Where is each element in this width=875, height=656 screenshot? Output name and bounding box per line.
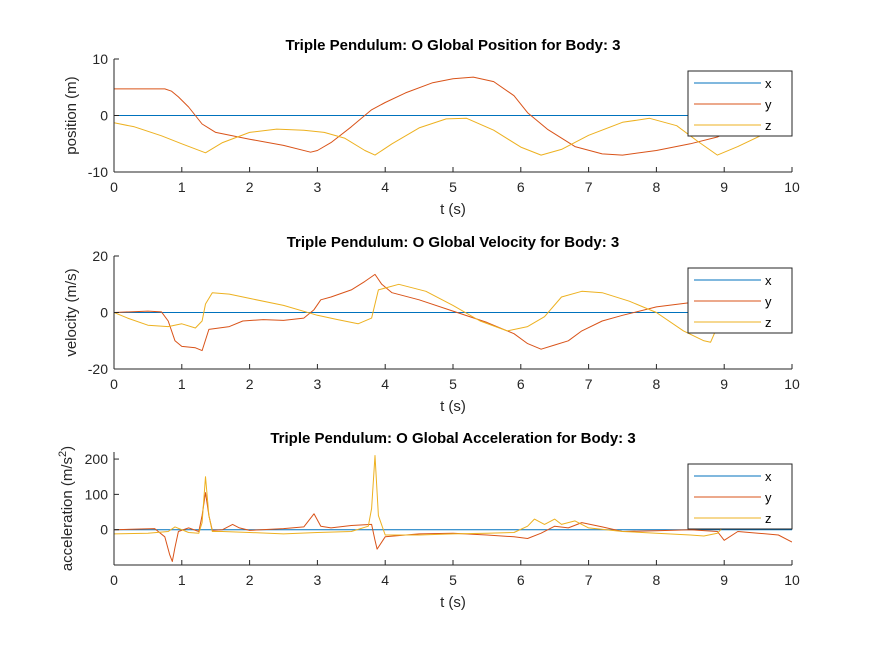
x-tick-label: 5	[449, 572, 457, 588]
legend-label-z: z	[765, 511, 772, 526]
y-axis-label-superscript: 2	[57, 451, 69, 457]
y-tick-label: 0	[100, 522, 108, 538]
x-tick-label: 7	[585, 179, 593, 195]
x-tick-label: 2	[246, 572, 254, 588]
y-tick-label: 10	[92, 51, 108, 67]
x-tick-label: 5	[449, 179, 457, 195]
legend: xyz	[687, 70, 793, 137]
x-axis-label: t (s)	[440, 201, 466, 218]
y-axis-label-text: acceleration (m/s	[59, 457, 76, 571]
x-tick-label: 3	[314, 572, 322, 588]
legend-label-x: x	[765, 76, 772, 91]
x-tick-label: 1	[178, 572, 186, 588]
x-tick-label: 6	[517, 179, 525, 195]
x-tick-label: 9	[720, 376, 728, 392]
y-axis-label: position (m)	[63, 76, 80, 154]
legend-label-x: x	[765, 273, 772, 288]
x-tick-label: 9	[720, 572, 728, 588]
x-tick-label: 8	[653, 179, 661, 195]
series-line-z	[114, 117, 792, 156]
x-tick-label: 9	[720, 179, 728, 195]
series-line-y	[114, 492, 792, 562]
x-tick-label: 4	[381, 572, 389, 588]
x-tick-label: 8	[653, 572, 661, 588]
legend: xyz	[687, 267, 793, 334]
y-tick-label: 0	[100, 305, 108, 321]
x-tick-label: 10	[784, 572, 800, 588]
y-tick-label: 20	[92, 248, 108, 264]
series-group	[114, 273, 792, 352]
y-axis-label: velocity (m/s)	[63, 268, 80, 356]
series-line-z	[114, 283, 792, 343]
x-tick-label: 3	[314, 179, 322, 195]
y-tick-label: 200	[85, 451, 109, 467]
chart-title: Triple Pendulum: O Global Acceleration f…	[270, 430, 635, 447]
legend-label-z: z	[765, 315, 772, 330]
y-axis-label: acceleration (m/s2)	[57, 446, 76, 571]
y-tick-label: -20	[88, 361, 108, 377]
legend-label-y: y	[765, 490, 772, 505]
y-tick-label: -10	[88, 164, 108, 180]
x-tick-label: 4	[381, 376, 389, 392]
y-axis-label-text: velocity (m/s)	[63, 268, 80, 356]
x-tick-label: 1	[178, 179, 186, 195]
x-tick-label: 6	[517, 376, 525, 392]
x-tick-label: 0	[110, 376, 118, 392]
x-axis-label: t (s)	[440, 398, 466, 415]
legend-label-x: x	[765, 469, 772, 484]
y-axis-label-text: position (m)	[63, 76, 80, 154]
x-tick-label: 2	[246, 376, 254, 392]
legend: xyz	[687, 463, 793, 530]
x-tick-label: 4	[381, 179, 389, 195]
series-line-y	[114, 76, 792, 156]
chart-title: Triple Pendulum: O Global Position for B…	[285, 37, 620, 54]
legend-label-z: z	[765, 118, 772, 133]
x-tick-label: 10	[784, 376, 800, 392]
x-tick-label: 10	[784, 179, 800, 195]
chart-title: Triple Pendulum: O Global Velocity for B…	[287, 234, 620, 251]
series-group	[114, 76, 792, 156]
x-tick-label: 7	[585, 572, 593, 588]
x-tick-label: 3	[314, 376, 322, 392]
plot-area	[114, 452, 792, 565]
x-tick-label: 1	[178, 376, 186, 392]
x-tick-label: 7	[585, 376, 593, 392]
x-tick-label: 5	[449, 376, 457, 392]
x-tick-label: 0	[110, 572, 118, 588]
y-tick-label: 0	[100, 108, 108, 124]
series-line-y	[114, 273, 792, 352]
x-tick-label: 2	[246, 179, 254, 195]
legend-label-y: y	[765, 294, 772, 309]
series-group	[114, 455, 792, 562]
x-tick-label: 6	[517, 572, 525, 588]
x-tick-label: 8	[653, 376, 661, 392]
legend-label-y: y	[765, 97, 772, 112]
series-line-z	[114, 455, 792, 537]
y-tick-label: 100	[85, 486, 109, 502]
y-axis-label-close: )	[59, 446, 76, 451]
x-tick-label: 0	[110, 179, 118, 195]
x-axis-label: t (s)	[440, 594, 466, 611]
